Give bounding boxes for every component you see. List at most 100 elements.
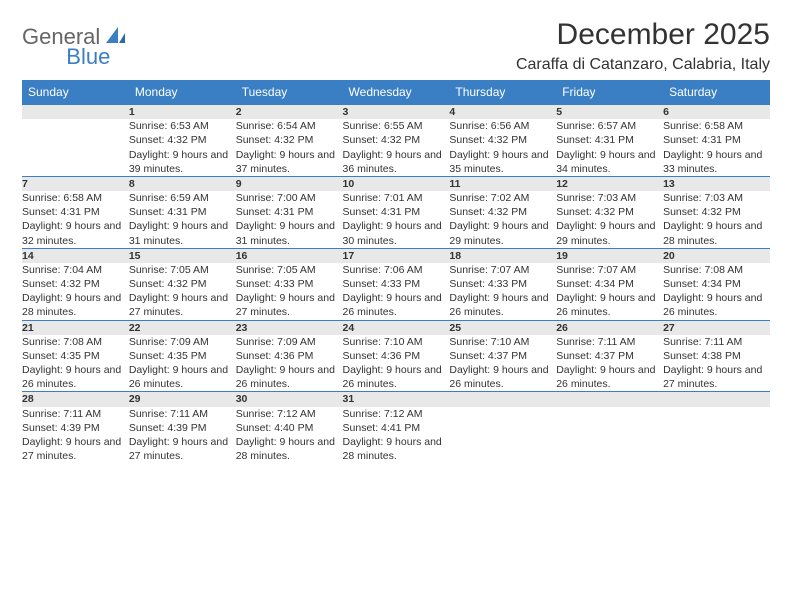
sunset-line: Sunset: 4:31 PM	[129, 205, 236, 219]
sunset-line: Sunset: 4:36 PM	[343, 349, 450, 363]
day-cell: Sunrise: 7:08 AMSunset: 4:35 PMDaylight:…	[22, 335, 129, 392]
sunrise-line: Sunrise: 6:57 AM	[556, 119, 663, 133]
day-number: 8	[129, 176, 236, 191]
sunset-line: Sunset: 4:34 PM	[556, 277, 663, 291]
sunset-line: Sunset: 4:32 PM	[449, 133, 556, 147]
daylight-line: Daylight: 9 hours and 30 minutes.	[343, 219, 450, 247]
day-number: 22	[129, 320, 236, 335]
sunset-line: Sunset: 4:40 PM	[236, 421, 343, 435]
day-number: 27	[663, 320, 770, 335]
day-number	[449, 392, 556, 407]
day-cell: Sunrise: 7:09 AMSunset: 4:35 PMDaylight:…	[129, 335, 236, 392]
day-number: 3	[343, 105, 450, 120]
day-cell	[556, 407, 663, 464]
day-number: 5	[556, 105, 663, 120]
day-number: 21	[22, 320, 129, 335]
sunrise-line: Sunrise: 7:11 AM	[129, 407, 236, 421]
day-cell: Sunrise: 7:06 AMSunset: 4:33 PMDaylight:…	[343, 263, 450, 320]
daylight-line: Daylight: 9 hours and 26 minutes.	[343, 291, 450, 319]
sunrise-line: Sunrise: 7:10 AM	[449, 335, 556, 349]
day-cell: Sunrise: 7:11 AMSunset: 4:38 PMDaylight:…	[663, 335, 770, 392]
day-cell: Sunrise: 7:07 AMSunset: 4:34 PMDaylight:…	[556, 263, 663, 320]
day-number: 6	[663, 105, 770, 120]
sunrise-line: Sunrise: 7:11 AM	[556, 335, 663, 349]
daynum-row: 14151617181920	[22, 248, 770, 263]
title-block: December 2025 Caraffa di Catanzaro, Cala…	[516, 18, 770, 74]
daylight-line: Daylight: 9 hours and 26 minutes.	[343, 363, 450, 391]
sunset-line: Sunset: 4:32 PM	[556, 205, 663, 219]
sunset-line: Sunset: 4:32 PM	[22, 277, 129, 291]
day-number	[556, 392, 663, 407]
sunrise-line: Sunrise: 6:58 AM	[663, 119, 770, 133]
sunrise-line: Sunrise: 7:12 AM	[236, 407, 343, 421]
day-cell: Sunrise: 7:11 AMSunset: 4:39 PMDaylight:…	[129, 407, 236, 464]
day-number: 2	[236, 105, 343, 120]
sunset-line: Sunset: 4:36 PM	[236, 349, 343, 363]
day-number: 9	[236, 176, 343, 191]
day-number: 15	[129, 248, 236, 263]
day-cell: Sunrise: 7:12 AMSunset: 4:40 PMDaylight:…	[236, 407, 343, 464]
sunset-line: Sunset: 4:32 PM	[449, 205, 556, 219]
daylight-line: Daylight: 9 hours and 28 minutes.	[22, 291, 129, 319]
sunset-line: Sunset: 4:31 PM	[663, 133, 770, 147]
daylight-line: Daylight: 9 hours and 33 minutes.	[663, 148, 770, 176]
weekday-monday: Monday	[129, 80, 236, 105]
sunrise-line: Sunrise: 7:11 AM	[663, 335, 770, 349]
daylight-line: Daylight: 9 hours and 26 minutes.	[556, 363, 663, 391]
day-number	[22, 105, 129, 120]
weekday-tuesday: Tuesday	[236, 80, 343, 105]
daylight-line: Daylight: 9 hours and 39 minutes.	[129, 148, 236, 176]
sunset-line: Sunset: 4:32 PM	[343, 133, 450, 147]
weekday-sunday: Sunday	[22, 80, 129, 105]
day-cell	[663, 407, 770, 464]
weekday-thursday: Thursday	[449, 80, 556, 105]
sunset-line: Sunset: 4:39 PM	[129, 421, 236, 435]
day-number: 4	[449, 105, 556, 120]
day-number	[663, 392, 770, 407]
sunrise-line: Sunrise: 6:58 AM	[22, 191, 129, 205]
day-number: 12	[556, 176, 663, 191]
sunset-line: Sunset: 4:39 PM	[22, 421, 129, 435]
day-number: 20	[663, 248, 770, 263]
daylight-line: Daylight: 9 hours and 26 minutes.	[22, 363, 129, 391]
sunset-line: Sunset: 4:35 PM	[22, 349, 129, 363]
sunset-line: Sunset: 4:31 PM	[22, 205, 129, 219]
day-number: 18	[449, 248, 556, 263]
sunrise-line: Sunrise: 6:55 AM	[343, 119, 450, 133]
sunset-line: Sunset: 4:32 PM	[129, 277, 236, 291]
daycontent-row: Sunrise: 6:58 AMSunset: 4:31 PMDaylight:…	[22, 191, 770, 248]
day-number: 30	[236, 392, 343, 407]
sunrise-line: Sunrise: 7:08 AM	[663, 263, 770, 277]
sunrise-line: Sunrise: 7:09 AM	[236, 335, 343, 349]
sunset-line: Sunset: 4:35 PM	[129, 349, 236, 363]
day-cell: Sunrise: 7:07 AMSunset: 4:33 PMDaylight:…	[449, 263, 556, 320]
daylight-line: Daylight: 9 hours and 31 minutes.	[236, 219, 343, 247]
daylight-line: Daylight: 9 hours and 37 minutes.	[236, 148, 343, 176]
sunrise-line: Sunrise: 7:04 AM	[22, 263, 129, 277]
location-label: Caraffa di Catanzaro, Calabria, Italy	[516, 56, 770, 74]
sunrise-line: Sunrise: 7:06 AM	[343, 263, 450, 277]
day-cell: Sunrise: 7:02 AMSunset: 4:32 PMDaylight:…	[449, 191, 556, 248]
sunrise-line: Sunrise: 7:03 AM	[556, 191, 663, 205]
daylight-line: Daylight: 9 hours and 26 minutes.	[663, 291, 770, 319]
daylight-line: Daylight: 9 hours and 36 minutes.	[343, 148, 450, 176]
sunrise-line: Sunrise: 7:05 AM	[236, 263, 343, 277]
daycontent-row: Sunrise: 7:04 AMSunset: 4:32 PMDaylight:…	[22, 263, 770, 320]
sunrise-line: Sunrise: 6:54 AM	[236, 119, 343, 133]
day-cell: Sunrise: 7:03 AMSunset: 4:32 PMDaylight:…	[556, 191, 663, 248]
sunrise-line: Sunrise: 7:12 AM	[343, 407, 450, 421]
sunrise-line: Sunrise: 6:59 AM	[129, 191, 236, 205]
month-title: December 2025	[516, 18, 770, 52]
day-cell	[22, 119, 129, 176]
sunrise-line: Sunrise: 7:00 AM	[236, 191, 343, 205]
daycontent-row: Sunrise: 7:11 AMSunset: 4:39 PMDaylight:…	[22, 407, 770, 464]
weekday-saturday: Saturday	[663, 80, 770, 105]
daylight-line: Daylight: 9 hours and 27 minutes.	[129, 435, 236, 463]
sunset-line: Sunset: 4:34 PM	[663, 277, 770, 291]
sunset-line: Sunset: 4:31 PM	[236, 205, 343, 219]
daylight-line: Daylight: 9 hours and 27 minutes.	[663, 363, 770, 391]
day-number: 14	[22, 248, 129, 263]
sunrise-line: Sunrise: 7:09 AM	[129, 335, 236, 349]
day-cell: Sunrise: 7:08 AMSunset: 4:34 PMDaylight:…	[663, 263, 770, 320]
daylight-line: Daylight: 9 hours and 28 minutes.	[663, 219, 770, 247]
